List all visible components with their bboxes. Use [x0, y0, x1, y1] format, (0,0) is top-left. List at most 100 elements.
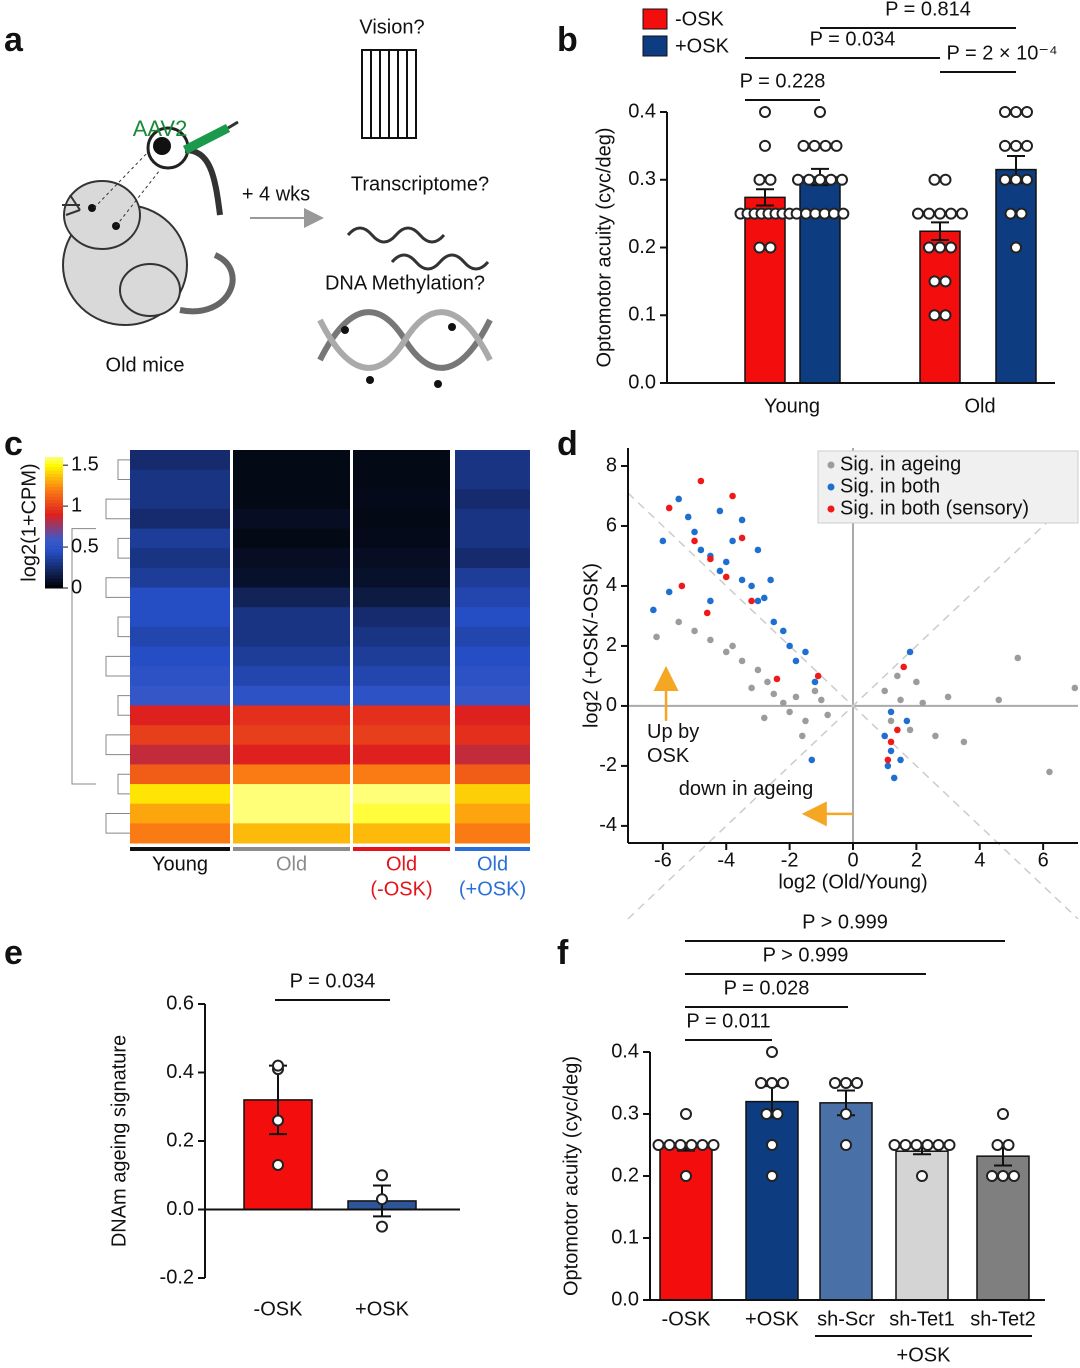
- heatmap-cell: [455, 803, 530, 824]
- scatter-point: [716, 567, 724, 575]
- heatmap-cell: [455, 489, 530, 510]
- y-tick-label: 0.2: [628, 236, 656, 258]
- colorbar-step: [45, 502, 63, 507]
- data-point: [1010, 173, 1022, 186]
- heatmap-cell: [455, 567, 530, 589]
- dna-strand: [317, 309, 493, 371]
- data-point: [663, 1139, 676, 1151]
- data-point: [755, 1077, 767, 1089]
- scatter-point: [897, 756, 904, 764]
- optic-nerve: [184, 147, 223, 216]
- x-tick-label: -OSK: [254, 1298, 304, 1320]
- dendrogram: [117, 537, 130, 559]
- heatmap-cell: [233, 784, 350, 805]
- heatmap-cell: [353, 823, 450, 844]
- scatter-point: [881, 687, 888, 695]
- y-tick-label: 0.2: [166, 1129, 194, 1151]
- colorbar-step: [45, 568, 63, 573]
- data-point: [928, 173, 941, 186]
- methyl: [366, 376, 374, 384]
- y-tick-label: 4: [606, 574, 617, 596]
- data-point: [1021, 139, 1033, 152]
- scatter-point: [960, 738, 968, 746]
- x-tick-label: 2: [911, 849, 922, 871]
- scatter-point: [995, 696, 1003, 704]
- x-tick-label: -6: [654, 849, 672, 871]
- p-value: P > 0.999: [763, 944, 849, 966]
- annotation: OSK: [647, 745, 690, 767]
- x-tick-label: 0: [847, 849, 858, 871]
- x-tick-label: -2: [781, 849, 799, 871]
- heatmap-cell: [233, 685, 350, 706]
- heatmap-cell: [353, 744, 450, 765]
- scatter-point: [760, 594, 768, 602]
- group-bar: [455, 847, 530, 851]
- scatter-point: [808, 756, 816, 764]
- scatter-point: [754, 546, 762, 554]
- data-point: [1021, 106, 1033, 118]
- data-point: [851, 1077, 863, 1089]
- data-point: [766, 1077, 778, 1089]
- heatmap-cell: [455, 587, 530, 608]
- mouse-eye: [88, 204, 96, 212]
- heatmap-cell: [233, 725, 350, 746]
- data-point: [991, 1139, 1004, 1151]
- scatter-point: [748, 582, 755, 590]
- data-point: [836, 173, 848, 186]
- data-point: [923, 241, 935, 254]
- scatter-point: [697, 546, 705, 554]
- p-value: P = 0.228: [740, 70, 826, 92]
- y-axis-label: DNAm ageing signature: [108, 1035, 130, 1247]
- group-label: (+OSK): [459, 878, 526, 900]
- mouse-leg: [119, 263, 181, 317]
- data-point: [928, 275, 941, 288]
- data-point: [764, 173, 777, 186]
- heatmap-cell: [353, 567, 450, 589]
- heatmap-cell: [455, 607, 530, 628]
- heatmap-cell: [455, 528, 530, 549]
- data-point: [272, 1059, 284, 1072]
- scatter-point: [767, 576, 774, 584]
- scatter-point: [897, 696, 904, 704]
- data-point: [1008, 1170, 1020, 1182]
- heatmap-cell: [233, 567, 350, 589]
- legend-marker: [827, 505, 835, 513]
- data-point: [680, 1108, 692, 1120]
- scatter-point: [729, 492, 736, 500]
- colorbar-step: [45, 578, 63, 582]
- colorbar-step: [45, 529, 63, 533]
- heatmap-cell: [233, 705, 350, 726]
- colorbar-step: [45, 483, 63, 487]
- data-point: [830, 139, 843, 152]
- heatmap-cell: [130, 548, 230, 569]
- readout-label: DNA Methylation?: [325, 272, 485, 294]
- legend-marker: [827, 483, 835, 491]
- scatter-point: [738, 576, 746, 584]
- dendrogram: [105, 734, 130, 756]
- dendrogram: [117, 616, 130, 638]
- dendrogram: [71, 528, 96, 785]
- heatmap-cell: [455, 450, 530, 471]
- colorbar-step: [45, 574, 63, 579]
- data-point: [829, 1077, 841, 1089]
- scatter-point: [773, 675, 781, 683]
- wave: [346, 226, 446, 244]
- colorbar-step: [45, 499, 63, 504]
- dendrogram: [105, 655, 130, 677]
- legend-label: Sig. in ageing: [840, 453, 961, 475]
- data-point: [999, 106, 1011, 118]
- group-label: Old: [477, 853, 508, 875]
- data-point: [934, 241, 946, 254]
- data-point: [825, 173, 837, 186]
- colorbar-step: [45, 565, 63, 569]
- heatmap-cell: [353, 626, 450, 647]
- y-tick-label: -2: [599, 754, 617, 776]
- y-tick-label: -0.2: [160, 1266, 194, 1288]
- data-point: [1002, 1139, 1015, 1151]
- group-label: Old: [386, 853, 417, 875]
- heatmap-cell: [233, 803, 350, 824]
- heatmap-cell: [130, 705, 230, 726]
- colorbar-step: [45, 548, 63, 553]
- scatter-point: [729, 537, 736, 545]
- colorbar-step: [45, 489, 63, 494]
